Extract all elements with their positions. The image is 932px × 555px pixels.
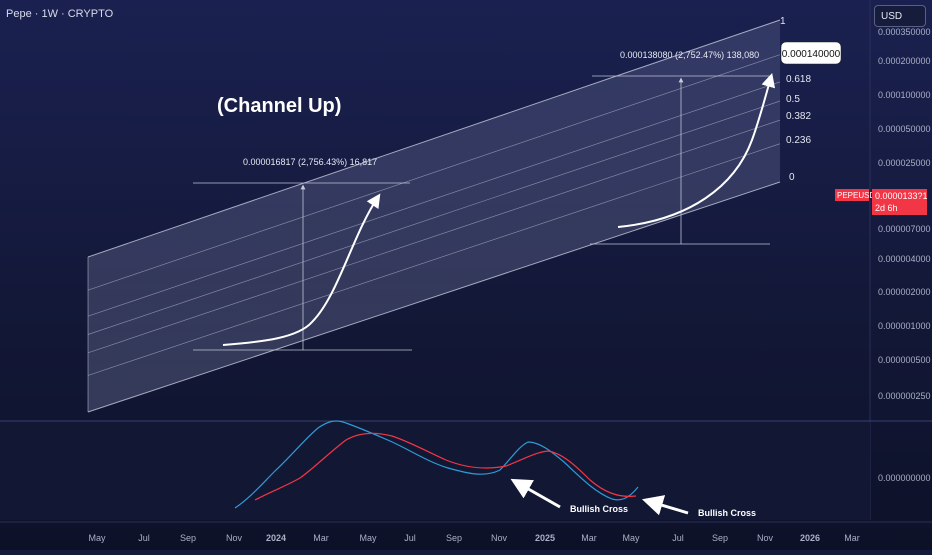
channel-line [87,19,781,258]
bullish-cross-label-2: Bullish Cross [698,508,756,518]
channel-line [87,119,781,354]
projection-arrow-2 [617,72,776,228]
fib-level-label: 0.618 [786,74,811,85]
target-box-label: 0.000140000 [782,49,841,60]
x-tick-label: Mar [313,533,329,543]
fib-level-label: 0.5 [786,94,800,105]
x-tick-label: Mar [581,533,597,543]
x-tick-label: Nov [226,533,243,543]
y-tick-label: 0.000000000 [878,473,931,483]
macd-line [234,420,639,509]
channel-line [87,181,781,413]
channel-line [87,81,781,317]
measure-1-label: 0.000016817 (2,756.43%) 16,817 [243,157,377,167]
y-tick-label: 0.000350000 [878,27,931,37]
y-tick-label: 0.000100000 [878,90,931,100]
price-tag-countdown: 2d 6h [875,203,898,213]
chart-title: (Channel Up) [217,95,341,117]
fib-level-label: 0.382 [786,111,811,122]
channel-line [87,54,781,291]
y-tick-label: 0.000050000 [878,124,931,134]
symbol-header: Pepe · 1W · CRYPTO [6,8,114,20]
bullish-cross-arrow-2 [641,495,689,516]
x-tick-label: 2026 [800,533,820,543]
fib-level-label: 0.236 [786,135,811,146]
price-tag [872,189,927,215]
projection-arrow-1 [222,193,381,346]
bullish-cross-label-1: Bullish Cross [570,504,628,514]
channel-line [87,143,781,376]
y-tick-label: 0.000025000 [878,158,931,168]
indicator-pane [0,421,870,520]
x-tick-label: 2024 [266,533,286,543]
x-tick-label: Nov [757,533,774,543]
currency-button[interactable]: USD [874,5,926,27]
y-tick-label: 0.000000500 [878,355,931,365]
x-tick-label: Mar [844,533,860,543]
x-tick-label: Jul [138,533,150,543]
x-tick-label: Sep [180,533,196,543]
x-tick-label: Jul [672,533,684,543]
target-box [780,41,842,65]
y-tick-label: 0.000002000 [878,287,931,297]
y-tick-label: 0.000200000 [878,56,931,66]
y-tick-label: 0.000000250 [878,391,931,401]
x-tick-label: May [622,533,640,543]
x-tick-label: Jul [404,533,416,543]
y-tick-label: 0.000004000 [878,254,931,264]
signal-line [254,432,637,501]
channel-line [87,100,781,335]
fib-level-label: 0 [789,172,795,183]
channel-fill [88,20,780,412]
measure-2-label: 0.000138080 (2,752.47%) 138,080 [620,50,759,60]
fib-level-label: 1 [780,16,786,27]
x-tick-label: Sep [446,533,462,543]
x-tick-label: May [359,533,377,543]
bullish-cross-arrow-1 [510,478,561,509]
x-tick-label: Sep [712,533,728,543]
y-tick-label: 0.000007000 [878,224,931,234]
x-tick-label: May [88,533,106,543]
price-tag-value: 0.0000133?1 [875,191,928,201]
symbol-tag [835,189,869,201]
y-tick-label: 0.000001000 [878,321,931,331]
symbol-tag-label: PEPEUSD [837,191,875,200]
x-tick-label: Nov [491,533,508,543]
x-tick-label: 2025 [535,533,555,543]
